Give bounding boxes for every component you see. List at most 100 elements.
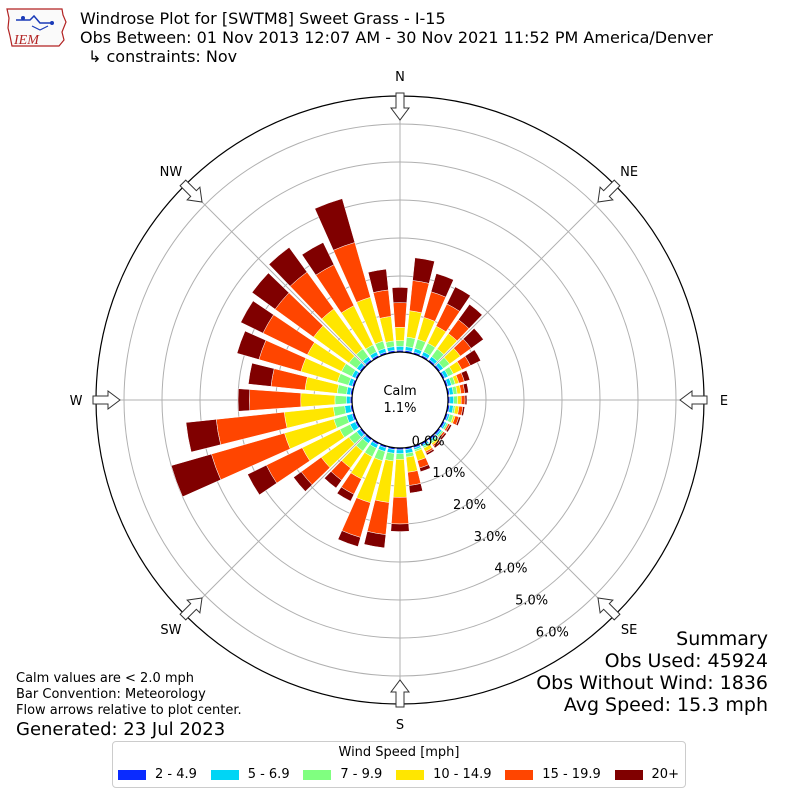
windrose-bar-segment (395, 449, 405, 454)
radial-tick-label: 3.0% (474, 530, 507, 545)
windrose-bar-segment (433, 441, 442, 449)
windrose-bar-segment (337, 530, 361, 547)
compass-label: NW (160, 165, 183, 180)
flow-arrow-shape (679, 390, 708, 410)
radial-tick-label: 6.0% (536, 625, 569, 640)
note-calm: Calm values are < 2.0 mph (16, 671, 195, 686)
chart-subtitle-constraints: ↳ constraints: Nov (88, 47, 238, 66)
windrose-bar-segment (268, 247, 308, 287)
radial-tick-label: 4.0% (494, 562, 527, 577)
windrose-bar-segment (392, 458, 408, 498)
windrose-bar-segment (391, 287, 409, 304)
compass-label: N (395, 70, 405, 85)
legend-label: 20+ (651, 767, 679, 782)
direction-arrows (92, 92, 708, 708)
windrose-bar-segment (461, 406, 466, 417)
generated-date: Generated: 23 Jul 2023 (16, 719, 226, 740)
calm-label: Calm (383, 384, 416, 399)
windrose-bar-segment (336, 486, 355, 502)
radial-tick-label: 0.0% (412, 434, 445, 449)
windrose-bar-segment (457, 395, 462, 405)
legend-title: Wind Speed [mph] (338, 745, 460, 760)
windrose-bar-segment (392, 302, 408, 328)
windrose-bar-segment (439, 432, 447, 441)
windrose-bar-segment (185, 419, 221, 453)
legend-label: 7 - 9.9 (340, 767, 383, 782)
compass-label: S (396, 718, 404, 733)
chart-labels: N NE E SE S SW W NW 0.0% 1.0% 2.0% 3.0% 4.0% 5.0% 6.0%… (70, 70, 729, 733)
legend-label: 2 - 4.9 (155, 767, 197, 782)
grid-spoke (433, 184, 616, 367)
note-arrows: Flow arrows relative to plot center. (16, 703, 242, 718)
summary-obs-used: Obs Used: 45924 (604, 650, 768, 672)
summary-obs-without-wind: Obs Without Wind: 1836 (536, 672, 768, 694)
calm-circle (351, 351, 449, 449)
legend-items: 2 - 4.9 5 - 6.9 7 - 9.9 10 - 14.9 15 - 1… (113, 760, 685, 782)
windrose-bar-segment (240, 300, 274, 334)
legend-swatch (614, 769, 643, 780)
windrose-bar-segment (391, 496, 409, 525)
flow-arrow-shape (179, 179, 203, 203)
compass-label: W (70, 394, 83, 409)
windrose-bar-segment (395, 346, 405, 351)
windrose-bar-segment (464, 349, 482, 366)
windrose-bar-segment (453, 395, 458, 405)
summary-heading: Summary (676, 628, 768, 650)
iem-logo: IEM (4, 6, 68, 52)
flow-arrow-shape (179, 597, 203, 621)
windrose-bar-segment (314, 198, 356, 251)
windrose-bar-segment (366, 499, 390, 535)
windrose-bar-segment (425, 448, 435, 456)
windrose-bar-segment (237, 388, 251, 412)
legend-swatch (303, 769, 332, 780)
windrose-bar-segment (236, 330, 267, 360)
windrose-bar-segment (408, 483, 423, 494)
notes-block: Calm values are < 2.0 mph Bar Convention… (16, 671, 242, 719)
windrose-bar-segment (449, 395, 454, 405)
radial-tick-label: 2.0% (453, 498, 486, 513)
windrose-bar-segment (334, 395, 347, 405)
windrose-bar-segment (455, 416, 462, 427)
windrose-bar-segment (346, 395, 351, 405)
legend-item: 10 - 14.9 (396, 767, 492, 782)
radial-tick-label: 5.0% (515, 594, 548, 609)
legend-swatch (118, 769, 146, 780)
legend-item: 2 - 4.9 (118, 767, 197, 782)
windrose-bar-segment (419, 464, 431, 473)
windrose-bars (170, 198, 484, 549)
legend-label: 5 - 6.9 (247, 767, 290, 782)
legend-swatch (505, 769, 534, 780)
windrose-bar-segment (430, 273, 454, 298)
flow-arrow (390, 92, 410, 121)
windrose-bar-segment (372, 289, 392, 319)
grid-spoke (184, 433, 367, 616)
windrose-bar-segment (301, 242, 335, 276)
legend-swatch (396, 769, 425, 780)
compass-label: E (720, 394, 728, 409)
windrose-bar-segment (300, 392, 336, 408)
windrose-bar-segment (412, 257, 435, 284)
summary-avg-speed: Avg Speed: 15.3 mph (563, 694, 768, 716)
compass-label: SW (160, 623, 181, 638)
windrose-bar-segment (394, 327, 406, 342)
compass-label: SE (621, 623, 637, 638)
flow-arrow-shape (92, 390, 121, 410)
legend-label: 10 - 14.9 (433, 767, 492, 782)
flow-arrow (179, 597, 203, 621)
flow-arrow-shape (597, 179, 621, 203)
grid-spoke (184, 184, 367, 367)
windrose-bar-segment (407, 470, 422, 486)
windrose-bar-segment (445, 424, 453, 433)
flow-arrow (179, 179, 203, 203)
flow-arrow (597, 179, 621, 203)
windrose-bar-segment (170, 453, 222, 498)
windrose-bar-segment (293, 471, 313, 492)
summary-box: Summary Obs Used: 45924 Obs Without Wind… (536, 628, 768, 716)
flow-arrow (92, 390, 121, 410)
chart-title-block: Windrose Plot for [SWTM8] Sweet Grass - … (80, 9, 713, 66)
legend: Wind Speed [mph] 2 - 4.9 5 - 6.9 7 - 9.9… (112, 741, 686, 788)
windrose-bar-segment (333, 405, 347, 417)
legend-label: 15 - 19.9 (542, 767, 601, 782)
flow-arrow-shape (597, 597, 621, 621)
